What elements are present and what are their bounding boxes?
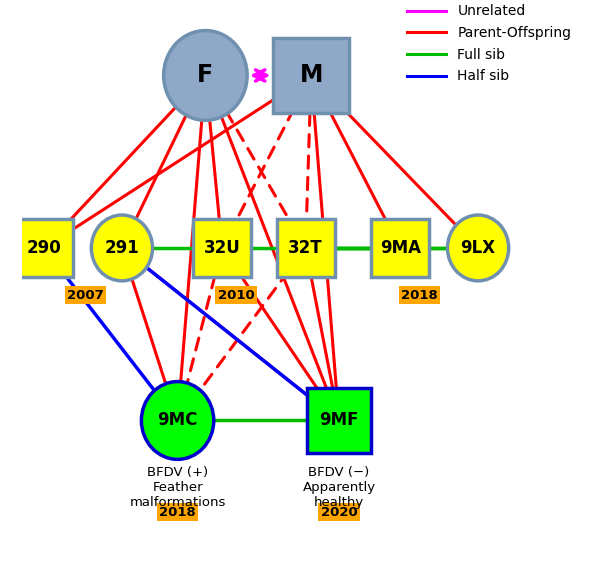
Ellipse shape <box>142 381 214 459</box>
Text: 2018: 2018 <box>401 289 438 302</box>
FancyBboxPatch shape <box>371 219 429 277</box>
Ellipse shape <box>448 215 509 281</box>
Text: F: F <box>197 63 214 88</box>
Text: 9MC: 9MC <box>157 411 198 430</box>
Legend: Unrelated, Parent-Offspring, Full sib, Half sib: Unrelated, Parent-Offspring, Full sib, H… <box>402 0 577 89</box>
Text: 32U: 32U <box>204 239 241 257</box>
Text: 9MA: 9MA <box>380 239 421 257</box>
Ellipse shape <box>91 215 152 281</box>
Text: 2007: 2007 <box>67 289 104 302</box>
FancyBboxPatch shape <box>277 219 335 277</box>
Text: BFDV (−)
Apparently
healthy: BFDV (−) Apparently healthy <box>302 466 376 509</box>
Text: 2018: 2018 <box>159 506 196 519</box>
Text: 291: 291 <box>104 239 139 257</box>
Ellipse shape <box>164 30 247 120</box>
FancyBboxPatch shape <box>307 388 371 453</box>
FancyBboxPatch shape <box>15 219 73 277</box>
Text: 2010: 2010 <box>218 289 254 302</box>
Text: 9MF: 9MF <box>319 411 359 430</box>
FancyBboxPatch shape <box>273 38 349 113</box>
Text: 32T: 32T <box>288 239 323 257</box>
Text: 290: 290 <box>26 239 61 257</box>
FancyBboxPatch shape <box>193 219 251 277</box>
Text: 2020: 2020 <box>320 506 358 519</box>
Text: M: M <box>299 63 323 88</box>
Text: BFDV (+)
Feather
malformations: BFDV (+) Feather malformations <box>130 466 226 509</box>
Text: 9LX: 9LX <box>461 239 496 257</box>
